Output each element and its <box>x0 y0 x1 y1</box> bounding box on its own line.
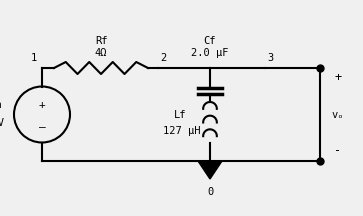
Text: Cf: Cf <box>204 36 216 46</box>
Text: 2.0 μF: 2.0 μF <box>191 48 229 58</box>
Text: vₒ: vₒ <box>332 110 344 119</box>
Text: 127 μH: 127 μH <box>163 125 201 135</box>
Text: -: - <box>334 145 342 157</box>
Text: 4Ω: 4Ω <box>95 48 107 58</box>
Text: +: + <box>334 71 342 84</box>
Text: Lf: Lf <box>174 110 186 119</box>
Text: 1: 1 <box>31 53 37 63</box>
Text: 3: 3 <box>267 53 273 63</box>
Text: _: _ <box>38 119 45 129</box>
Text: +: + <box>38 100 45 111</box>
Polygon shape <box>198 161 222 179</box>
Text: 10 V: 10 V <box>0 118 4 127</box>
Text: 2: 2 <box>160 53 166 63</box>
Text: 0: 0 <box>207 187 213 197</box>
Text: Rf: Rf <box>95 36 107 46</box>
Text: Vin: Vin <box>0 100 2 110</box>
